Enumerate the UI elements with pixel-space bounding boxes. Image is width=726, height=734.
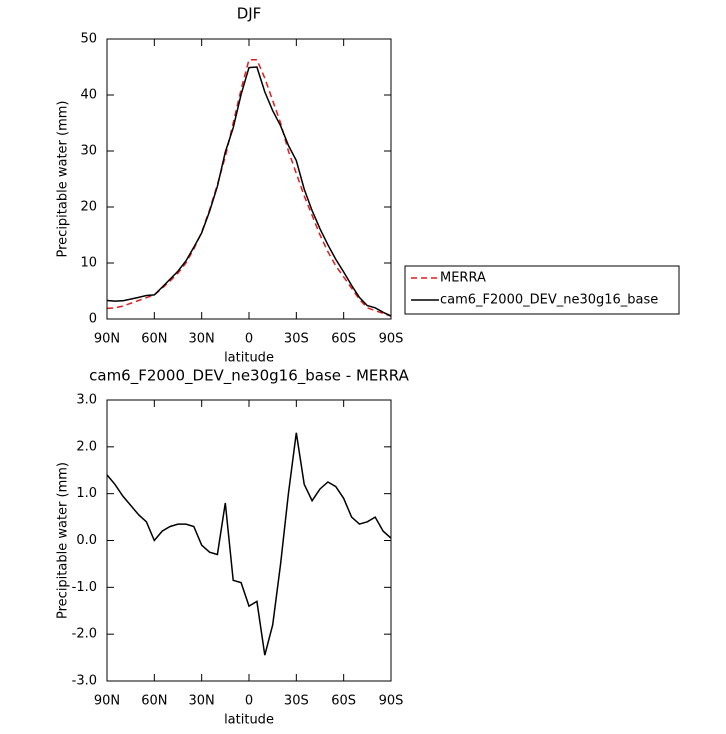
x-tick-label: 90N (94, 332, 120, 347)
y-tick-label: 20 (80, 200, 97, 215)
legend-box (404, 265, 680, 315)
y-tick-label: -2.0 (72, 627, 97, 642)
y-tick-label: 10 (80, 256, 97, 271)
x-tick-label: 60S (331, 332, 356, 347)
x-tick-label: 30S (284, 332, 309, 347)
x-tick-label: 30N (189, 694, 215, 709)
legend-label: cam6_F2000_DEV_ne30g16_base (440, 293, 658, 308)
series-line (106, 432, 392, 656)
y-tick-label: 1.0 (76, 486, 97, 501)
x-tick-label: 60N (141, 694, 167, 709)
x-tick-label: 0 (245, 332, 253, 347)
chart-title: cam6_F2000_DEV_ne30g16_base - MERRA (89, 367, 409, 386)
y-axis-label: Precipitable water (mm) (56, 462, 71, 619)
x-axis-label: latitude (224, 351, 274, 366)
series-line (106, 58, 392, 317)
x-tick-label: 90N (94, 694, 120, 709)
x-tick-label: 90S (379, 332, 404, 347)
y-tick-label: -3.0 (72, 674, 97, 689)
y-tick-label: 50 (80, 32, 97, 47)
plot-frame (106, 399, 392, 682)
y-tick-label: 0.0 (76, 533, 97, 548)
y-axis-label: Precipitable water (mm) (56, 101, 71, 258)
x-tick-label: 0 (245, 694, 253, 709)
series-line (106, 66, 392, 317)
x-tick-label: 90S (379, 694, 404, 709)
y-tick-label: 30 (80, 144, 97, 159)
x-tick-label: 30S (284, 694, 309, 709)
x-axis-label: latitude (224, 713, 274, 728)
x-tick-label: 30N (189, 332, 215, 347)
legend-label: MERRA (440, 271, 486, 286)
legend: MERRA cam6_F2000_DEV_ne30g16_base (404, 265, 680, 315)
y-tick-label: 0 (89, 312, 97, 327)
y-tick-label: 40 (80, 88, 97, 103)
x-tick-label: 60S (331, 694, 356, 709)
y-tick-label: -1.0 (72, 580, 97, 595)
y-tick-label: 2.0 (76, 439, 97, 454)
y-tick-label: 3.0 (76, 393, 97, 408)
chart-title: DJF (237, 5, 262, 23)
x-tick-label: 60N (141, 332, 167, 347)
plot-frame (106, 38, 392, 320)
